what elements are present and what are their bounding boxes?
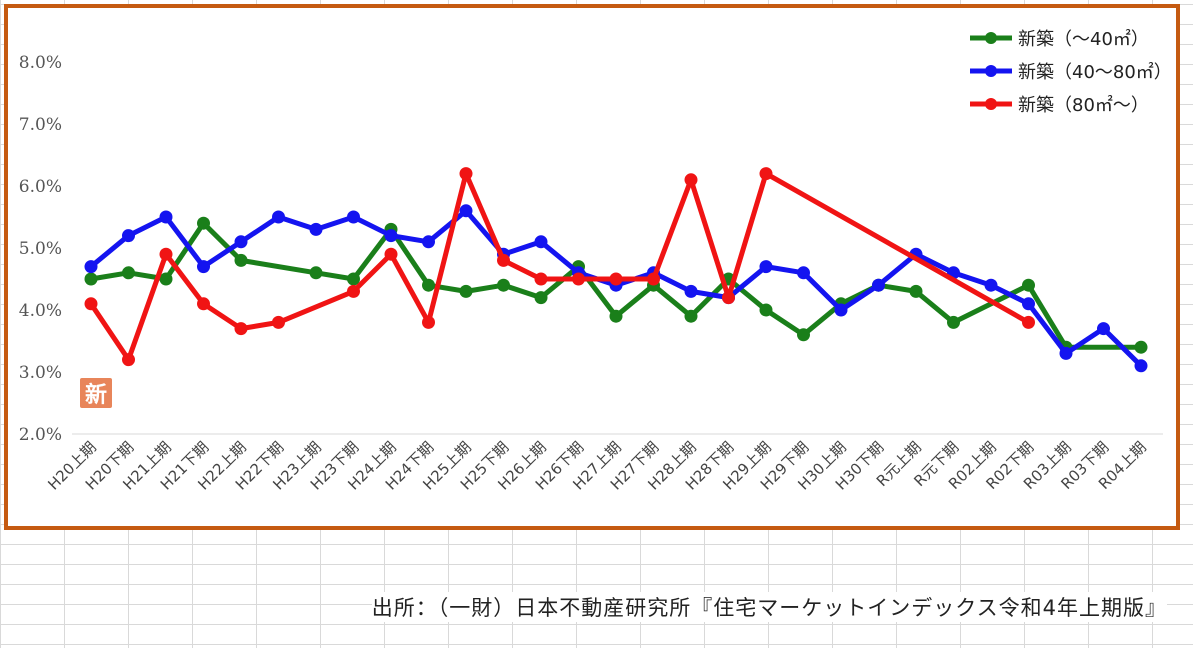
data-point (234, 253, 248, 267)
data-point (84, 297, 98, 311)
data-point (422, 315, 435, 329)
data-point (872, 278, 885, 292)
data-point (197, 260, 210, 274)
data-point (309, 222, 323, 236)
new-badge (80, 378, 112, 408)
data-point (534, 272, 548, 286)
data-point (1134, 359, 1148, 373)
data-point (1022, 278, 1035, 292)
data-point (347, 210, 360, 224)
y-tick-label: 6.0% (19, 177, 62, 197)
data-point (984, 278, 998, 292)
data-point (722, 291, 735, 305)
data-point (759, 260, 773, 274)
data-point (159, 272, 173, 286)
data-point (422, 235, 435, 249)
data-point (347, 272, 360, 286)
new-badge-text: 新 (85, 382, 107, 408)
data-point (797, 328, 810, 342)
y-tick-label: 5.0% (19, 239, 62, 259)
data-point (459, 204, 473, 218)
data-point (309, 266, 323, 280)
legend-marker (985, 65, 997, 77)
legend-label: 新築（40～80㎡） (1018, 61, 1172, 83)
series-line-3 (88, 171, 1031, 363)
data-point (759, 167, 773, 181)
data-point (909, 284, 923, 298)
data-point (384, 247, 398, 261)
data-point (422, 278, 435, 292)
data-point (1059, 346, 1073, 360)
legend-label: 新築（～40㎡） (1018, 28, 1149, 50)
y-tick-label: 3.0% (19, 363, 62, 383)
data-point (459, 284, 473, 298)
data-point (609, 309, 623, 323)
data-point (1022, 315, 1035, 329)
data-point (834, 303, 848, 317)
data-point (647, 272, 660, 286)
data-point (159, 247, 173, 261)
data-point (1134, 340, 1148, 354)
data-point (759, 303, 773, 317)
data-point (159, 210, 173, 224)
data-point (347, 284, 360, 298)
y-tick-label: 4.0% (19, 301, 62, 321)
data-point (797, 266, 810, 280)
data-point (497, 253, 510, 267)
data-point (384, 229, 398, 243)
data-point (272, 210, 285, 224)
legend-label: 新築（80㎡～） (1018, 94, 1149, 116)
data-point (947, 315, 960, 329)
data-point (609, 272, 623, 286)
data-point (234, 235, 248, 249)
data-point (272, 315, 285, 329)
data-point (197, 297, 210, 311)
data-point (122, 353, 135, 367)
legend-marker (985, 32, 997, 44)
legend-marker (985, 98, 997, 110)
data-point (572, 272, 585, 286)
data-point (84, 272, 98, 286)
data-point (234, 322, 248, 336)
y-tick-label: 2.0% (19, 425, 62, 445)
data-point (1022, 297, 1035, 311)
data-point (534, 291, 548, 305)
data-point (84, 260, 98, 274)
data-point (684, 284, 698, 298)
y-tick-label: 7.0% (19, 115, 62, 135)
data-point (459, 167, 473, 181)
data-point (122, 266, 135, 280)
data-point (197, 216, 210, 230)
data-point (534, 235, 548, 249)
data-point (497, 278, 510, 292)
data-point (684, 173, 698, 187)
data-point (684, 309, 698, 323)
data-point (1097, 322, 1110, 336)
source-caption: 出所：（一財）日本不動産研究所『住宅マーケットインデックス令和4年上期版』 (371, 592, 1167, 622)
data-point (122, 229, 135, 243)
y-tick-label: 8.0% (19, 53, 62, 73)
